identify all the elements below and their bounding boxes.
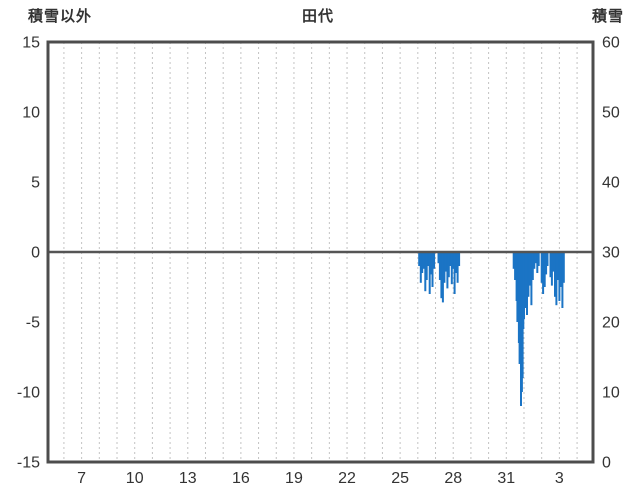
chart-title: 田代 [301,8,334,25]
x-axis-tick-label: 31 [497,470,515,487]
bar [526,252,528,315]
bar [428,252,431,294]
bar [433,252,436,269]
bar [562,252,565,283]
right-axis-tick-label: 50 [602,105,620,122]
left-axis-tick-label: 5 [31,175,40,192]
bar [427,252,430,266]
bar [555,252,558,306]
bar [528,252,531,286]
left-axis-tick-label: 15 [22,35,40,52]
bar [419,252,422,283]
bar [422,252,425,269]
bar [552,252,555,272]
bar [447,252,450,278]
bar [431,252,434,287]
bar [536,252,539,273]
bar [534,252,537,264]
left-axis-tick-label: 10 [22,105,40,122]
left-axis-tick-label: 0 [31,245,40,262]
x-axis-tick-label: 28 [444,470,462,487]
right-axis-tick-label: 40 [602,175,620,192]
bar [424,252,427,292]
bar [537,252,540,266]
bar [456,252,459,283]
right-axis-tick-label: 60 [602,35,620,52]
bar [531,252,534,280]
x-axis-tick-label: 7 [77,470,86,487]
x-axis-tick-label: 16 [232,470,250,487]
bar [518,252,521,364]
left-axis-tick-label: -15 [17,455,40,472]
bar [558,252,561,301]
bar [418,252,421,266]
bar [455,252,458,273]
bar [438,252,441,280]
bar [421,252,424,273]
bar [450,252,453,285]
x-axis-tick-label: 22 [338,470,356,487]
bar [446,252,449,289]
bar [550,252,553,286]
bar [543,252,546,287]
bar [530,252,533,306]
bar [440,252,443,299]
bar [514,252,517,280]
x-axis-tick-label: 3 [555,470,564,487]
bar [441,252,444,303]
x-axis-tick-label: 25 [391,470,409,487]
bar [430,252,433,275]
bar [437,252,440,264]
bar [512,252,515,269]
plot-border [46,40,595,464]
bar [557,252,559,280]
left-axis-tick-label: -10 [17,385,40,402]
bar [524,252,527,308]
bar [449,252,452,266]
x-axis-tick-label: 10 [126,470,144,487]
bar [458,252,461,266]
bar [523,252,525,320]
bar [533,252,536,269]
bar [554,252,556,297]
right-axis-tick-label: 10 [602,385,620,402]
bar [546,252,549,266]
right-axis-tick-label: 0 [602,455,611,472]
bar [527,252,530,297]
left-axis-tick-label: -5 [26,315,40,332]
right-axis-tick-label: 20 [602,315,620,332]
right-axis-title: 積雪 [591,8,624,25]
bar [559,252,562,287]
bar [452,252,455,269]
right-axis-tick-label: 30 [602,245,620,262]
x-axis-tick-label: 13 [179,470,197,487]
bar [549,252,552,278]
left-axis-title: 積雪以外 [28,8,93,25]
x-axis-tick-label: 19 [285,470,303,487]
bar [425,252,428,280]
bar [443,252,446,283]
bar [444,252,447,272]
bar [540,252,543,283]
bar [561,252,564,308]
bar [542,252,545,294]
bar [453,252,456,294]
bar [545,252,548,275]
